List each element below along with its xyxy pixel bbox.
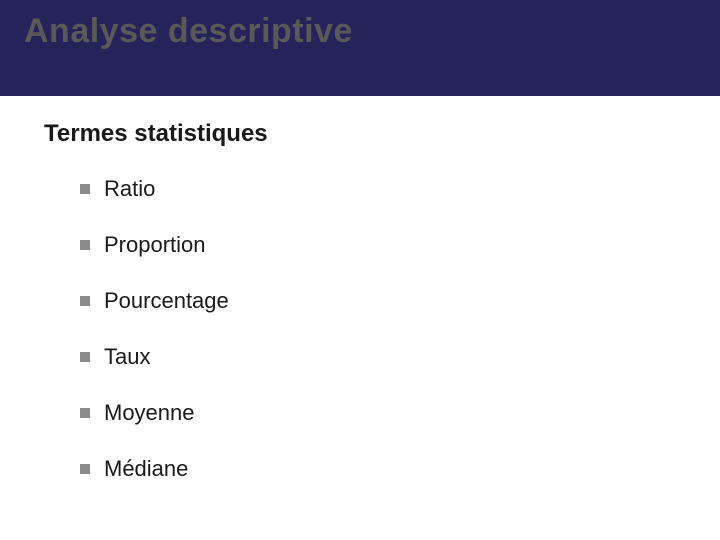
bullet-marker-icon [80, 408, 90, 418]
bullet-text: Ratio [104, 176, 155, 202]
bullet-list: Ratio Proportion Pourcentage Taux Moyenn… [44, 176, 676, 482]
list-item: Médiane [80, 456, 676, 482]
bullet-text: Moyenne [104, 400, 195, 426]
list-item: Taux [80, 344, 676, 370]
list-item: Ratio [80, 176, 676, 202]
content-area: Termes statistiques Ratio Proportion Pou… [0, 96, 720, 482]
bullet-marker-icon [80, 352, 90, 362]
list-item: Proportion [80, 232, 676, 258]
bullet-marker-icon [80, 296, 90, 306]
subtitle: Termes statistiques [44, 120, 676, 148]
bullet-marker-icon [80, 184, 90, 194]
bullet-marker-icon [80, 240, 90, 250]
bullet-text: Médiane [104, 456, 188, 482]
list-item: Pourcentage [80, 288, 676, 314]
bullet-marker-icon [80, 464, 90, 474]
bullet-text: Taux [104, 344, 150, 370]
header-band: Analyse descriptive [0, 0, 720, 96]
bullet-text: Pourcentage [104, 288, 229, 314]
slide-title: Analyse descriptive [24, 12, 353, 51]
list-item: Moyenne [80, 400, 676, 426]
bullet-text: Proportion [104, 232, 206, 258]
